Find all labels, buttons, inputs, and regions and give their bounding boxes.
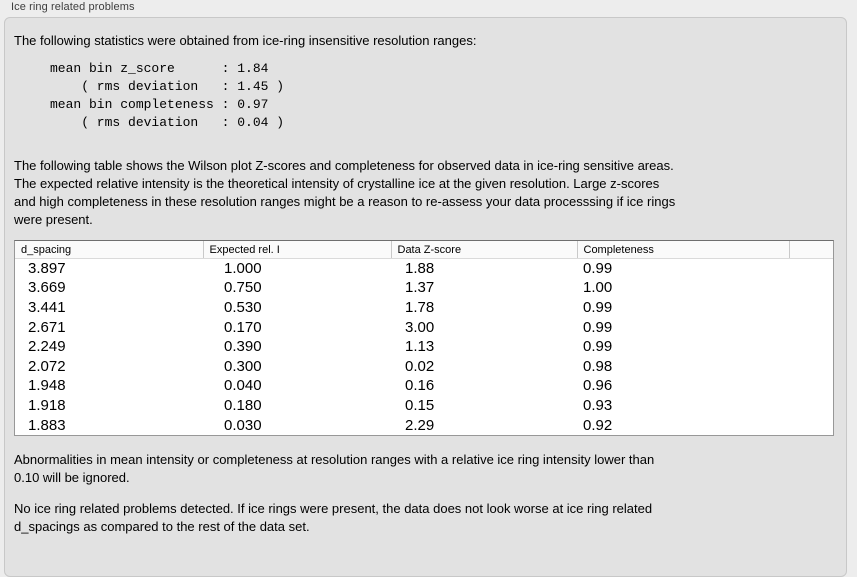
cell-expected-rel-i: 0.180 [224,397,262,415]
table-description: The following table shows the Wilson plo… [14,158,676,227]
cell-completeness: 0.99 [583,299,613,317]
cell-expected-rel-i: 1.000 [224,260,262,278]
cell-filler [789,337,833,357]
table-row[interactable]: 2.072 0.300 0.02 0.98 [15,357,833,377]
stats-block: mean bin z_score : 1.84 ( rms deviation … [50,61,285,130]
column-header-data-z-score[interactable]: Data Z-score [390,241,577,259]
cell-filler [789,376,833,396]
column-header-filler [788,241,833,259]
cell-data-z-score: 1.13 [405,338,435,356]
abnormalities-note: Abnormalities in mean intensity or compl… [14,452,655,485]
cell-completeness: 0.98 [583,357,613,375]
cell-completeness: 0.92 [583,416,613,434]
cell-data-z-score: 1.88 [405,260,435,278]
cell-filler [789,415,833,435]
cell-data-z-score: 2.29 [405,416,435,434]
column-header-d-spacing[interactable]: d_spacing [15,241,203,259]
ice-ring-table: d_spacing Expected rel. I Data Z-score C… [14,240,834,436]
cell-d-spacing: 2.249 [28,338,66,356]
cell-data-z-score: 1.78 [405,299,435,317]
table-row[interactable]: 3.897 1.000 1.88 0.99 [15,259,833,279]
cell-d-spacing: 1.918 [28,397,66,415]
cell-data-z-score: 0.16 [405,377,435,395]
cell-data-z-score: 0.15 [405,397,435,415]
cell-completeness: 0.96 [583,377,613,395]
cell-filler [789,357,833,377]
cell-data-z-score: 0.02 [405,357,435,375]
cell-completeness: 0.99 [583,318,613,336]
cell-d-spacing: 1.883 [28,416,66,434]
cell-expected-rel-i: 0.390 [224,338,262,356]
cell-expected-rel-i: 0.530 [224,299,262,317]
intro-text: The following statistics were obtained f… [14,33,477,48]
cell-completeness: 0.99 [583,260,613,278]
cell-expected-rel-i: 0.300 [224,357,262,375]
cell-expected-rel-i: 0.030 [224,416,262,434]
cell-d-spacing: 1.948 [28,377,66,395]
table-row[interactable]: 2.671 0.170 3.00 0.99 [15,317,833,337]
section-title: Ice ring related problems [11,1,135,13]
cell-filler [789,317,833,337]
cell-completeness: 1.00 [583,279,613,297]
ice-ring-panel: The following statistics were obtained f… [4,17,847,577]
cell-d-spacing: 3.897 [28,260,66,278]
conclusion-text: No ice ring related problems detected. I… [14,501,653,534]
cell-filler [789,396,833,416]
column-header-completeness[interactable]: Completeness [576,241,789,259]
cell-filler [789,278,833,298]
cell-filler [789,298,833,318]
cell-d-spacing: 3.669 [28,279,66,297]
table-row[interactable]: 2.249 0.390 1.13 0.99 [15,337,833,357]
cell-d-spacing: 2.072 [28,357,66,375]
cell-completeness: 0.93 [583,397,613,415]
cell-d-spacing: 2.671 [28,318,66,336]
table-row[interactable]: 1.948 0.040 0.16 0.96 [15,376,833,396]
table-row[interactable]: 1.883 0.030 2.29 0.92 [15,415,833,435]
cell-filler [789,259,833,279]
table-row[interactable]: 1.918 0.180 0.15 0.93 [15,396,833,416]
cell-data-z-score: 1.37 [405,279,435,297]
table-row[interactable]: 3.669 0.750 1.37 1.00 [15,278,833,298]
cell-d-spacing: 3.441 [28,299,66,317]
cell-expected-rel-i: 0.170 [224,318,262,336]
cell-expected-rel-i: 0.040 [224,377,262,395]
cell-expected-rel-i: 0.750 [224,279,262,297]
cell-completeness: 0.99 [583,338,613,356]
cell-data-z-score: 3.00 [405,318,435,336]
table-row[interactable]: 3.441 0.530 1.78 0.99 [15,298,833,318]
column-header-expected-rel-i[interactable]: Expected rel. I [202,241,391,259]
table-header-row: d_spacing Expected rel. I Data Z-score C… [15,241,833,259]
